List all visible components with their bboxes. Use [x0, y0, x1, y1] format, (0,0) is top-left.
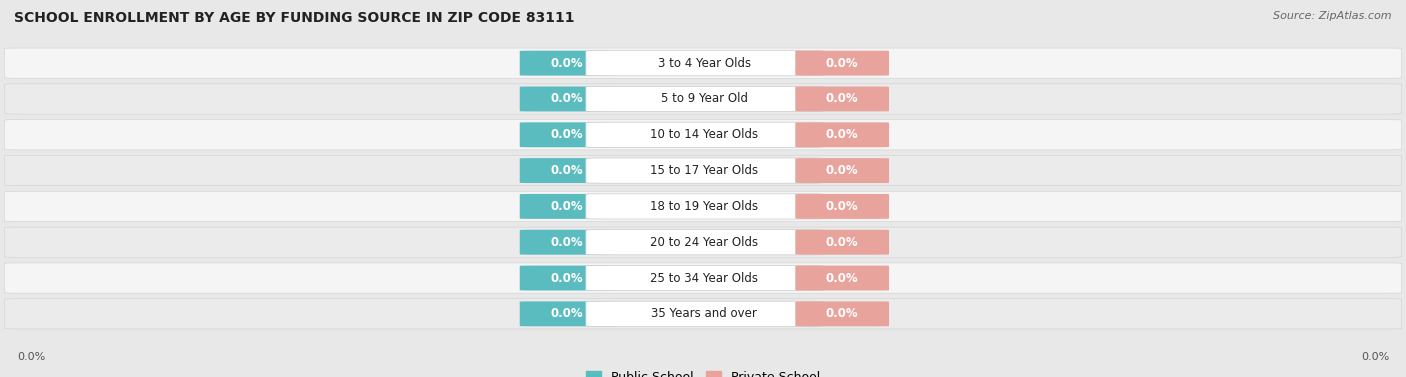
FancyBboxPatch shape	[4, 155, 1402, 186]
Text: 0.0%: 0.0%	[550, 271, 583, 285]
FancyBboxPatch shape	[586, 301, 823, 326]
FancyBboxPatch shape	[4, 48, 1402, 78]
FancyBboxPatch shape	[586, 265, 823, 291]
FancyBboxPatch shape	[796, 265, 889, 291]
FancyBboxPatch shape	[796, 158, 889, 183]
Text: 0.0%: 0.0%	[825, 236, 859, 249]
FancyBboxPatch shape	[4, 263, 1402, 293]
Text: SCHOOL ENROLLMENT BY AGE BY FUNDING SOURCE IN ZIP CODE 83111: SCHOOL ENROLLMENT BY AGE BY FUNDING SOUR…	[14, 11, 575, 25]
Text: 25 to 34 Year Olds: 25 to 34 Year Olds	[651, 271, 758, 285]
FancyBboxPatch shape	[586, 230, 823, 255]
FancyBboxPatch shape	[4, 227, 1402, 257]
Text: 0.0%: 0.0%	[825, 307, 859, 320]
Text: 0.0%: 0.0%	[825, 164, 859, 177]
Text: 0.0%: 0.0%	[825, 128, 859, 141]
Text: 0.0%: 0.0%	[825, 92, 859, 106]
Text: 0.0%: 0.0%	[550, 128, 583, 141]
Text: Source: ZipAtlas.com: Source: ZipAtlas.com	[1274, 11, 1392, 21]
FancyBboxPatch shape	[4, 120, 1402, 150]
FancyBboxPatch shape	[4, 191, 1402, 222]
Text: 20 to 24 Year Olds: 20 to 24 Year Olds	[651, 236, 758, 249]
FancyBboxPatch shape	[586, 194, 823, 219]
FancyBboxPatch shape	[796, 194, 889, 219]
FancyBboxPatch shape	[4, 84, 1402, 114]
Text: 0.0%: 0.0%	[17, 352, 45, 362]
FancyBboxPatch shape	[586, 122, 823, 147]
FancyBboxPatch shape	[520, 51, 613, 76]
FancyBboxPatch shape	[796, 122, 889, 147]
Text: 0.0%: 0.0%	[550, 57, 583, 70]
Text: 0.0%: 0.0%	[550, 307, 583, 320]
FancyBboxPatch shape	[796, 230, 889, 255]
Text: 18 to 19 Year Olds: 18 to 19 Year Olds	[651, 200, 758, 213]
FancyBboxPatch shape	[586, 158, 823, 183]
FancyBboxPatch shape	[796, 51, 889, 76]
FancyBboxPatch shape	[520, 301, 613, 326]
Text: 0.0%: 0.0%	[550, 164, 583, 177]
Text: 35 Years and over: 35 Years and over	[651, 307, 758, 320]
Text: 0.0%: 0.0%	[550, 200, 583, 213]
Legend: Public School, Private School: Public School, Private School	[581, 366, 825, 377]
Text: 15 to 17 Year Olds: 15 to 17 Year Olds	[651, 164, 758, 177]
FancyBboxPatch shape	[4, 299, 1402, 329]
Text: 0.0%: 0.0%	[825, 57, 859, 70]
FancyBboxPatch shape	[586, 86, 823, 112]
FancyBboxPatch shape	[586, 51, 823, 76]
FancyBboxPatch shape	[520, 230, 613, 255]
FancyBboxPatch shape	[796, 301, 889, 326]
Text: 3 to 4 Year Olds: 3 to 4 Year Olds	[658, 57, 751, 70]
Text: 0.0%: 0.0%	[825, 200, 859, 213]
FancyBboxPatch shape	[520, 122, 613, 147]
Text: 5 to 9 Year Old: 5 to 9 Year Old	[661, 92, 748, 106]
Text: 10 to 14 Year Olds: 10 to 14 Year Olds	[651, 128, 758, 141]
Text: 0.0%: 0.0%	[550, 92, 583, 106]
Text: 0.0%: 0.0%	[825, 271, 859, 285]
FancyBboxPatch shape	[520, 158, 613, 183]
Text: 0.0%: 0.0%	[1361, 352, 1389, 362]
Text: 0.0%: 0.0%	[550, 236, 583, 249]
FancyBboxPatch shape	[520, 265, 613, 291]
FancyBboxPatch shape	[796, 86, 889, 112]
FancyBboxPatch shape	[520, 86, 613, 112]
FancyBboxPatch shape	[520, 194, 613, 219]
